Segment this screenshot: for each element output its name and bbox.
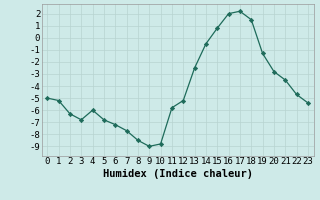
X-axis label: Humidex (Indice chaleur): Humidex (Indice chaleur) [103, 169, 252, 179]
